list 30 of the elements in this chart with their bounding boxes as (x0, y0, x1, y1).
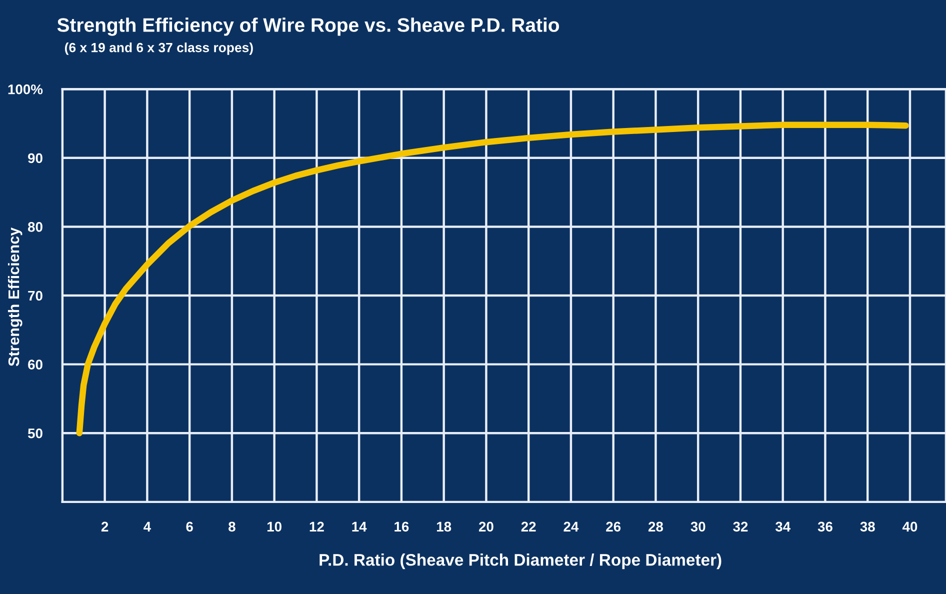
y-tick-label: 60 (28, 360, 42, 370)
chart-title: Strength Efficiency of Wire Rope vs. Sheave P.D. Ratio (57, 18, 559, 36)
chart-subtitle: (6 x 19 and 6 x 37 class ropes) (64, 42, 253, 55)
x-tick-label: 10 (267, 522, 282, 532)
x-tick-label: 40 (902, 522, 918, 532)
x-tick-label: 4 (144, 522, 151, 532)
y-axis-title: Strength Efficiency (8, 227, 22, 366)
x-axis-title: P.D. Ratio (Sheave Pitch Diameter / Rope Diameter) (320, 554, 722, 570)
x-tick-label: 20 (478, 522, 494, 532)
y-tick-label: 90 (28, 153, 42, 164)
x-tick-label: 14 (352, 522, 367, 532)
x-tick-label: 32 (733, 522, 748, 532)
x-tick-label: 28 (648, 522, 664, 532)
x-tick-label: 12 (310, 522, 324, 532)
x-tick-label: 24 (564, 522, 579, 532)
x-tick-label: 2 (101, 522, 108, 532)
y-tick-label: 100% (8, 84, 43, 94)
x-tick-label: 18 (436, 522, 452, 532)
y-tick-label: 50 (28, 428, 42, 438)
x-tick-label: 22 (521, 522, 536, 532)
x-tick-label: 16 (394, 522, 409, 532)
x-tick-label: 30 (690, 522, 706, 532)
x-tick-label: 8 (228, 522, 236, 532)
y-tick-label: 80 (28, 222, 42, 232)
x-tick-label: 36 (818, 522, 832, 532)
y-tick-label: 70 (28, 290, 42, 301)
x-tick-label: 6 (186, 522, 193, 532)
x-tick-label: 38 (860, 522, 875, 532)
x-tick-label: 34 (775, 522, 790, 532)
x-tick-label: 26 (606, 522, 621, 532)
